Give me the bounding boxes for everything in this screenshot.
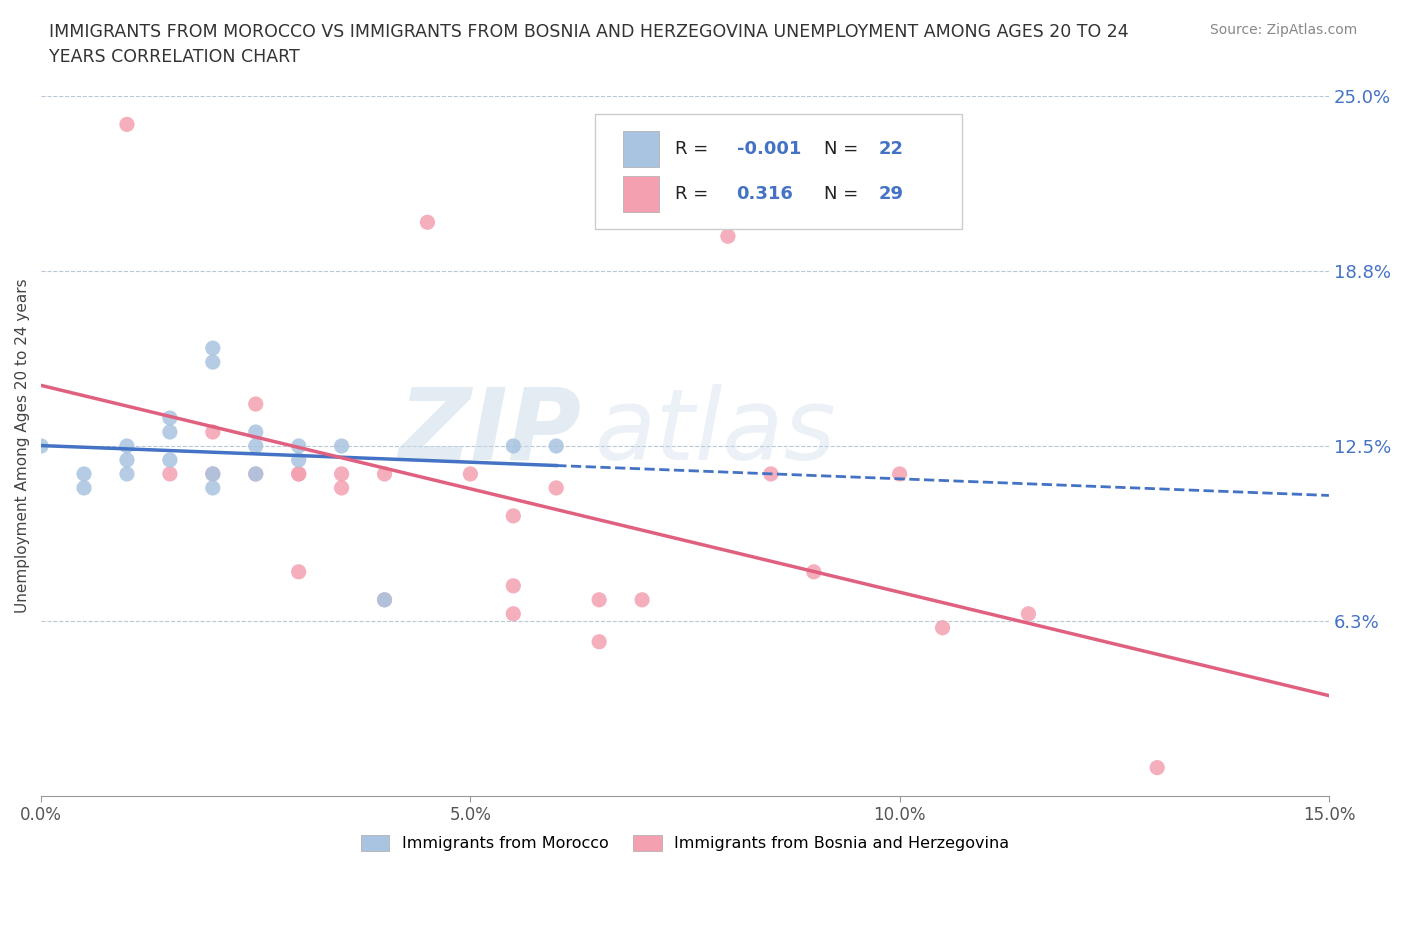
Point: [1017, 606, 1039, 621]
Point: [931, 620, 953, 635]
Point: [201, 340, 224, 355]
Point: [159, 425, 181, 440]
Point: [502, 606, 524, 621]
Point: [416, 215, 439, 230]
Point: [201, 467, 224, 482]
Point: [245, 467, 267, 482]
Point: [717, 229, 740, 244]
Point: [330, 481, 353, 496]
Point: [502, 578, 524, 593]
Point: [201, 354, 224, 369]
Point: [373, 467, 395, 482]
Point: [803, 565, 825, 579]
Point: [159, 467, 181, 482]
Point: [115, 467, 138, 482]
Text: Source: ZipAtlas.com: Source: ZipAtlas.com: [1209, 23, 1357, 37]
Point: [631, 592, 654, 607]
Point: [330, 467, 353, 482]
Text: N =: N =: [824, 140, 858, 158]
Point: [460, 467, 482, 482]
Legend: Immigrants from Morocco, Immigrants from Bosnia and Herzegovina: Immigrants from Morocco, Immigrants from…: [354, 828, 1015, 857]
Point: [159, 410, 181, 425]
FancyBboxPatch shape: [595, 113, 962, 229]
Text: 22: 22: [879, 140, 903, 158]
Point: [73, 481, 96, 496]
Text: 0.316: 0.316: [737, 185, 793, 203]
Text: -0.001: -0.001: [737, 140, 801, 158]
Point: [1146, 760, 1168, 775]
Point: [502, 439, 524, 454]
Point: [373, 592, 395, 607]
Point: [115, 117, 138, 132]
Y-axis label: Unemployment Among Ages 20 to 24 years: Unemployment Among Ages 20 to 24 years: [15, 279, 30, 613]
Point: [889, 467, 911, 482]
Text: R =: R =: [675, 140, 709, 158]
Point: [159, 453, 181, 468]
Point: [245, 396, 267, 411]
FancyBboxPatch shape: [623, 176, 659, 212]
Point: [287, 439, 309, 454]
Point: [287, 565, 309, 579]
Point: [588, 592, 610, 607]
Point: [245, 467, 267, 482]
Point: [201, 425, 224, 440]
Point: [588, 634, 610, 649]
Point: [245, 425, 267, 440]
Text: N =: N =: [824, 185, 858, 203]
Text: ZIP: ZIP: [399, 383, 582, 481]
Text: 29: 29: [879, 185, 903, 203]
Text: atlas: atlas: [595, 383, 837, 481]
Point: [287, 467, 309, 482]
Point: [330, 439, 353, 454]
Point: [115, 453, 138, 468]
Point: [201, 467, 224, 482]
Point: [546, 439, 568, 454]
Point: [373, 592, 395, 607]
Point: [73, 467, 96, 482]
Point: [30, 439, 52, 454]
Point: [759, 467, 782, 482]
FancyBboxPatch shape: [623, 131, 659, 167]
Text: IMMIGRANTS FROM MOROCCO VS IMMIGRANTS FROM BOSNIA AND HERZEGOVINA UNEMPLOYMENT A: IMMIGRANTS FROM MOROCCO VS IMMIGRANTS FR…: [49, 23, 1129, 66]
Point: [502, 509, 524, 524]
Point: [287, 467, 309, 482]
Point: [245, 439, 267, 454]
Point: [287, 453, 309, 468]
Text: R =: R =: [675, 185, 709, 203]
Point: [115, 439, 138, 454]
Point: [546, 481, 568, 496]
Point: [201, 481, 224, 496]
